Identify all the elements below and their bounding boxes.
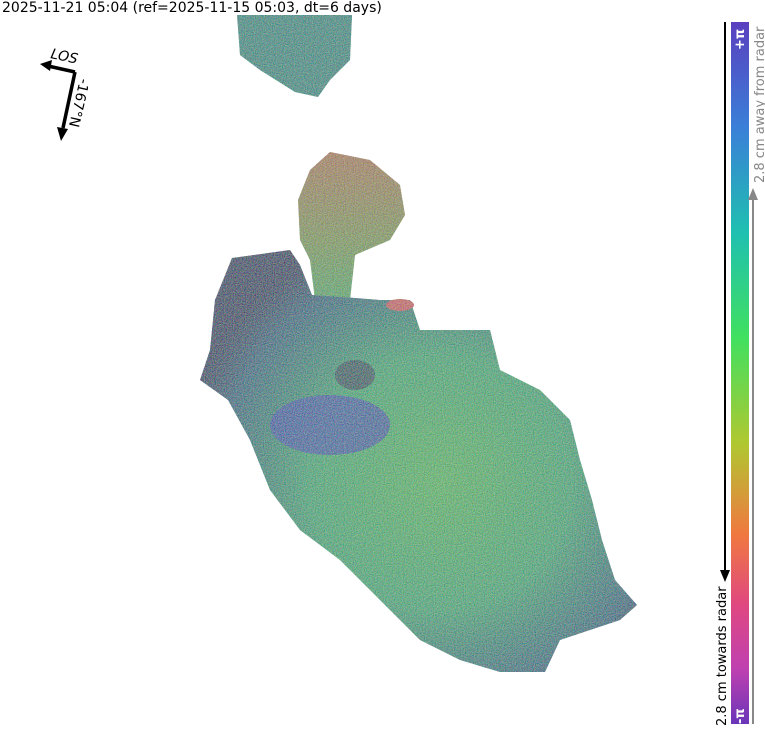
crater — [335, 360, 375, 390]
colorbar — [731, 22, 749, 724]
main-island — [200, 250, 637, 672]
colorbar-bottom-label: -π — [733, 708, 748, 724]
away-arrow-icon — [748, 188, 758, 200]
away-label: 2.8 cm away from radar — [753, 26, 765, 183]
los-arrowhead — [40, 60, 52, 71]
northern-fragment — [237, 15, 352, 97]
blue-region — [270, 395, 390, 455]
heading-arrow — [61, 71, 77, 129]
title: 2025-11-21 05:04 (ref=2025-11-15 05:03, … — [2, 0, 382, 16]
island-phase-map — [200, 15, 637, 672]
towards-arrow-icon — [720, 570, 730, 582]
orange-patch — [386, 299, 414, 311]
colorbar-top-label: +π — [733, 28, 748, 50]
towards-label: 2.8 cm towards radar — [715, 586, 730, 726]
northern-lobe — [298, 152, 405, 300]
los-compass — [40, 60, 77, 141]
los-label: LOS — [49, 46, 79, 67]
heading-arrowhead — [57, 127, 68, 141]
los-arrow — [47, 64, 76, 74]
